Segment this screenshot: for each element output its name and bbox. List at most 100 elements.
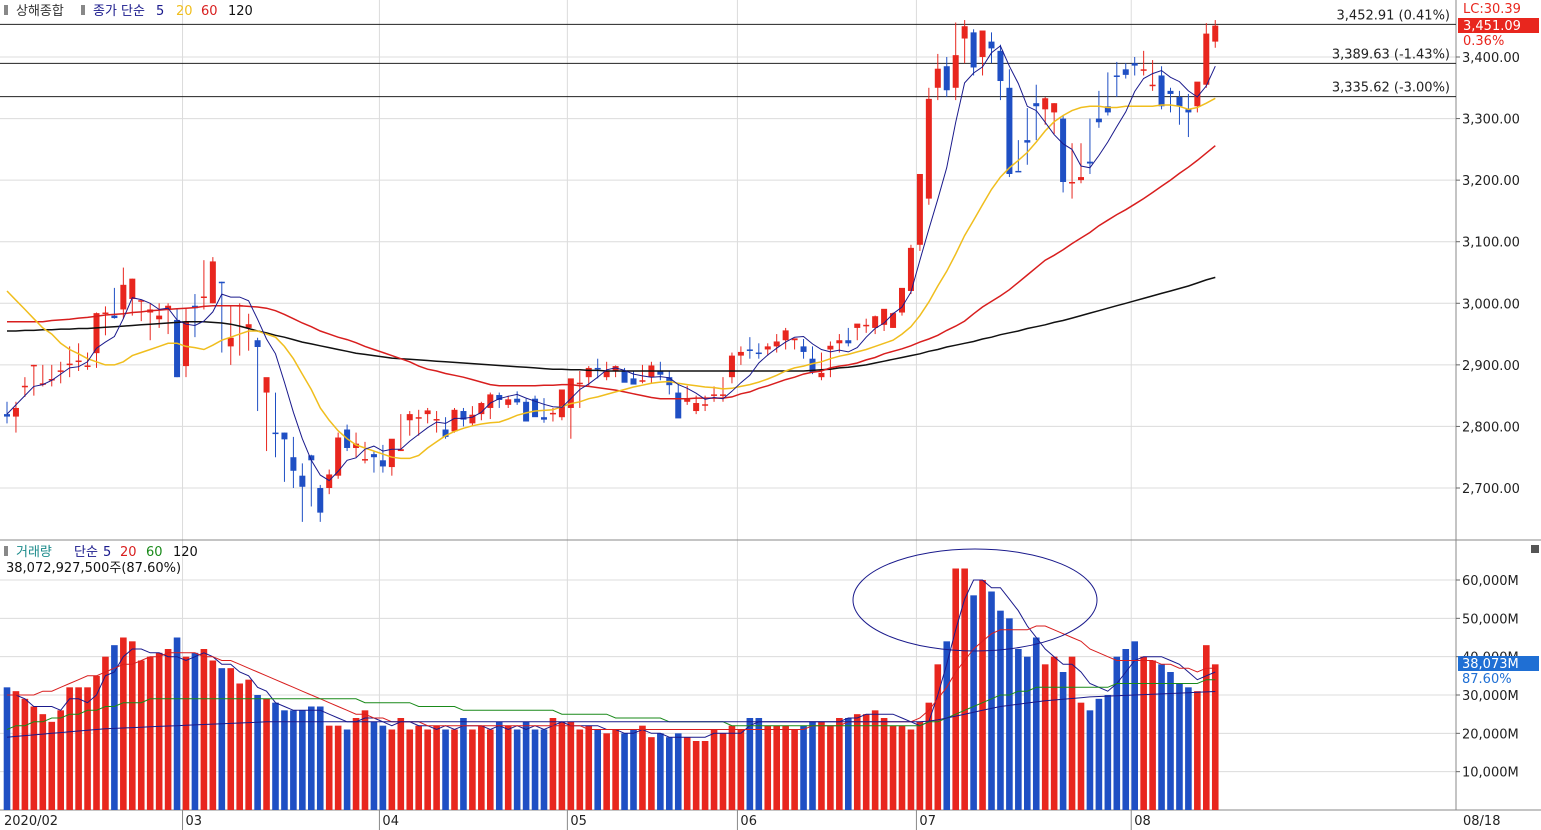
candle-body [183,321,189,367]
price-legend[interactable]: 상해종합 종가 단순 5 20 60 120 [4,4,253,19]
ma20-line [6,97,1216,460]
candle-body [469,414,476,424]
candle-body [362,459,368,461]
date-tick-label: 06 [740,814,757,829]
legend-vma20[interactable]: 20 [120,545,137,560]
candle-body [1113,75,1120,77]
candle-body [532,398,539,418]
candle-body [755,352,762,355]
candle-body [854,323,861,328]
volume-moving-averages [6,579,1216,738]
legend-vma60[interactable]: 60 [146,545,163,560]
volume-bar [182,656,190,810]
candle-body [505,399,512,405]
candle-body [800,346,807,352]
volume-bar [630,729,637,810]
volume-bar [442,729,449,810]
candle-body [66,363,73,366]
volume-bar [979,580,986,810]
candle-body [1051,103,1058,113]
candle-body [1185,109,1192,113]
candle-body [773,341,780,347]
panel-menu-icon[interactable] [1531,545,1539,553]
price-tick-label: 2,700.00 [1462,482,1520,497]
volume-bar [773,725,780,810]
vma20-line [7,625,1216,730]
candle-body [460,411,467,420]
candle-body [1176,97,1183,107]
candle-body [585,367,592,378]
volume-tick-label: 50,000M [1462,612,1519,627]
volume-bar [1086,710,1094,810]
volume-bar [800,725,807,810]
legend-volume-ma-prefix[interactable]: 단순 [74,545,98,560]
price-tick-label: 2,900.00 [1462,359,1520,374]
candle-body [827,345,834,350]
legend-ma60[interactable]: 60 [201,4,218,19]
volume-legend[interactable]: 거래량 단순 5 20 60 120 38,072,927,500주(87.60… [4,545,198,576]
price-axis-area [1456,0,1541,830]
volume-bar [1185,687,1192,810]
volume-bar [352,718,360,810]
volume-bar [782,725,789,810]
volume-bar [218,668,226,810]
candle-body [1024,140,1031,143]
candle-body [227,337,234,347]
volume-bar [880,718,888,810]
candle-body [970,32,977,68]
candle-body [979,30,986,57]
candle-body [514,398,521,403]
candle-body [93,313,100,354]
candle-body [317,488,324,513]
candle-body [961,26,968,39]
legend-ma120[interactable]: 120 [228,4,253,19]
volume-bar [621,733,628,810]
candle-body [782,330,789,341]
candle-body [845,340,852,344]
legend-ma20[interactable]: 20 [176,4,193,19]
volume-bar [540,729,548,810]
legend-volume-name[interactable]: 거래량 [16,545,52,560]
volume-bar [236,683,243,810]
candle-body [720,394,726,396]
date-axis-ticks: 2020/02 03 04 05 06 07 08 08/18 [4,810,1500,830]
volume-bar [1006,618,1013,810]
volume-bar [120,637,127,810]
current-price-badge [1458,18,1539,33]
volume-bar [1104,695,1112,810]
legend-ma-prefix[interactable]: 종가 단순 [93,4,145,19]
candle-body [174,319,181,378]
volume-bar [683,737,691,810]
volume-bar [84,687,91,810]
legend-vma5[interactable]: 5 [103,545,111,560]
candle-body [102,312,109,315]
legend-ma5[interactable]: 5 [156,4,164,19]
legend-symbol-name[interactable]: 상해종합 [16,4,64,19]
candle-body [12,407,19,417]
volume-bar [1050,656,1058,810]
candle-body [541,417,547,420]
candle-body [138,300,145,302]
candle-body [746,349,753,351]
legend-vma120[interactable]: 120 [173,545,198,560]
volume-bar [433,725,440,810]
candle-body [890,313,897,328]
candle-body [1122,69,1129,75]
volume-bar [1131,641,1138,810]
candle-body [84,365,91,367]
candle-body [30,364,37,367]
volume-bar [370,721,378,810]
candle-body [916,173,923,245]
volume-bar [93,675,100,810]
candle-body [379,460,386,467]
grid [0,0,1456,810]
candle-body [75,360,82,363]
ma60-line [7,145,1216,400]
volume-bar [648,737,655,810]
volume-bar [1176,683,1183,810]
volume-bar [827,725,834,810]
candle-body [254,340,261,348]
volume-bar [1024,656,1031,810]
volume-value-text: 38,072,927,500주(87.60%) [6,561,181,576]
